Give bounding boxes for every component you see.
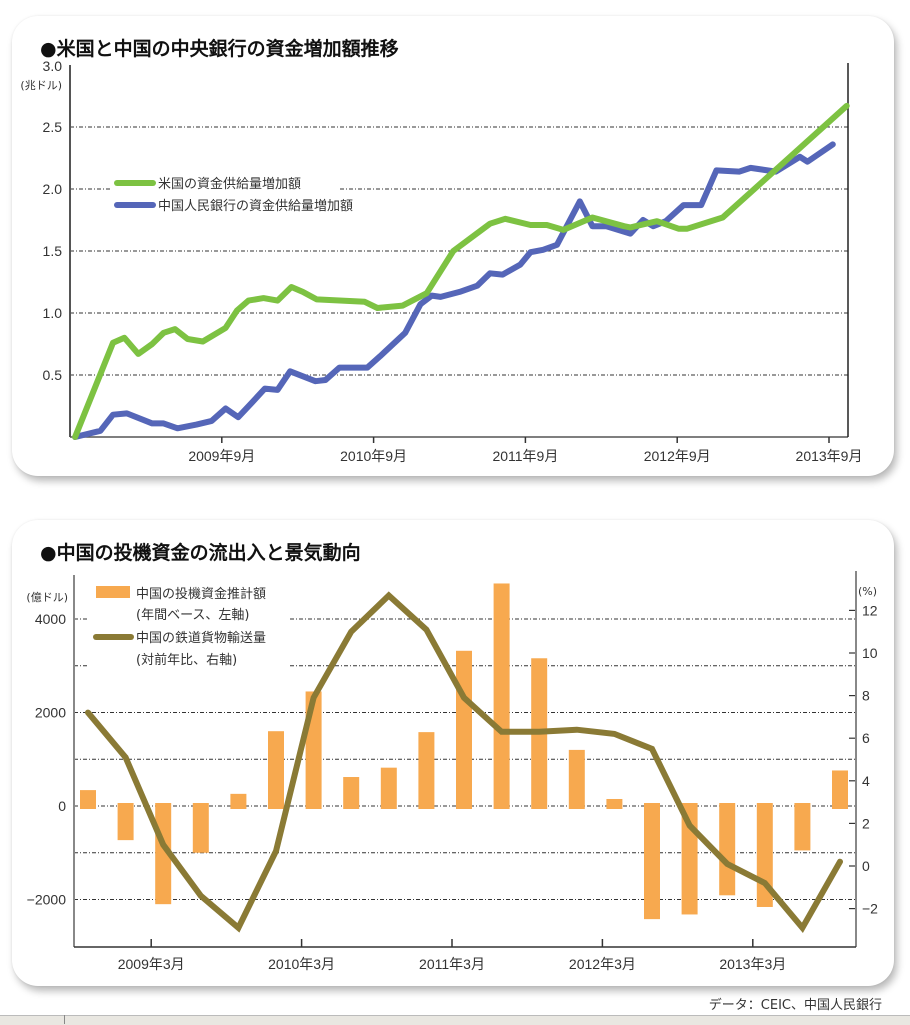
x-tick-label: 2012年9月 bbox=[644, 448, 711, 464]
bar bbox=[719, 803, 736, 896]
horizontal-scrollbar[interactable] bbox=[0, 1015, 910, 1025]
series-line-rail-freight bbox=[85, 591, 843, 934]
scrollbar-handle[interactable] bbox=[64, 1015, 75, 1024]
x-tick-label: 2013年3月 bbox=[719, 956, 786, 972]
legend-note-rail-freight: (対前年比、右軸) bbox=[136, 652, 237, 668]
y-tick-label: 2.0 bbox=[43, 181, 63, 197]
y-tick-label: 1.0 bbox=[43, 305, 63, 321]
chart-card-top bbox=[12, 16, 894, 476]
y-tick-label: 2.5 bbox=[43, 119, 63, 135]
bar bbox=[80, 790, 96, 809]
bar bbox=[268, 731, 284, 809]
legend-swatch-speculative-funds bbox=[96, 586, 130, 598]
x-tick-label: 2012年3月 bbox=[569, 956, 636, 972]
bar bbox=[606, 798, 623, 809]
x-tick-label: 2013年9月 bbox=[796, 448, 863, 464]
bar bbox=[568, 749, 585, 809]
chart-title-bottom: ●中国の投機資金の流出入と景気動向 bbox=[40, 542, 361, 564]
x-tick-label: 2011年9月 bbox=[492, 448, 558, 464]
y-tick-label: 1.5 bbox=[43, 243, 63, 259]
legend-label-china: 中国人民銀行の資金供給量増加額 bbox=[158, 198, 353, 214]
y-left-tick-label: −2000 bbox=[27, 892, 67, 908]
bar bbox=[794, 803, 811, 851]
bar bbox=[380, 767, 397, 809]
y-right-tick-label: 2 bbox=[862, 815, 870, 831]
bar bbox=[117, 803, 134, 841]
chart-title-top: ●米国と中国の中央銀行の資金増加額推移 bbox=[40, 38, 399, 60]
x-tick-label: 2009年9月 bbox=[188, 448, 255, 464]
x-tick-label: 2009年3月 bbox=[118, 956, 185, 972]
y-right-tick-label: 0 bbox=[862, 858, 870, 874]
bar bbox=[644, 803, 660, 920]
x-tick-label: 2010年3月 bbox=[268, 956, 335, 972]
legend-label-speculative-funds: 中国の投機資金推計額 bbox=[136, 586, 266, 602]
y-right-tick-label: 4 bbox=[862, 773, 870, 789]
x-tick-label: 2010年9月 bbox=[340, 448, 407, 464]
data-source-note: データ：CEIC、中国人民銀行 bbox=[708, 998, 882, 1013]
bar bbox=[418, 732, 435, 809]
y-right-tick-label: 6 bbox=[862, 730, 870, 746]
chart-bottom-svg: (億ドル) (%) −2000 0 2000 4000 −2 0 2 4 6 8 10 12 2009年… bbox=[26, 571, 878, 972]
y-unit-label: (兆ドル) bbox=[20, 79, 62, 92]
y-right-unit-label: (%) bbox=[858, 585, 877, 598]
y-left-tick-label: 2000 bbox=[35, 705, 66, 721]
y-tick-label: 0.5 bbox=[43, 367, 63, 383]
y-right-tick-label: −2 bbox=[862, 901, 878, 917]
series-line-us bbox=[72, 102, 850, 440]
chart-top-svg: 3.0 (兆ドル) 0.5 1.0 1.5 2.0 2.5 2009年9月 2010年9月 2… bbox=[20, 58, 863, 464]
legend-note-speculative-funds: (年間ベース、左軸) bbox=[136, 608, 250, 623]
y-top-label: 3.0 bbox=[43, 58, 63, 74]
bar bbox=[192, 803, 209, 853]
y-right-tick-label: 8 bbox=[862, 688, 870, 704]
series-line-china bbox=[72, 141, 836, 440]
y-left-tick-label: 4000 bbox=[35, 611, 66, 627]
chart-card-bottom bbox=[12, 520, 894, 986]
y-right-tick-label: 12 bbox=[862, 602, 878, 618]
legend-label-rail-freight: 中国の鉄道貨物輸送量 bbox=[136, 630, 266, 646]
y-left-unit-label: (億ドル) bbox=[26, 591, 68, 604]
bar bbox=[493, 583, 510, 809]
bar bbox=[456, 650, 472, 809]
legend-label-us: 米国の資金供給量増加額 bbox=[158, 176, 301, 192]
bar bbox=[230, 793, 247, 809]
y-left-tick-label: 0 bbox=[58, 798, 66, 814]
y-right-tick-label: 10 bbox=[862, 645, 878, 661]
bar bbox=[343, 777, 360, 809]
x-tick-label: 2011年3月 bbox=[419, 956, 485, 972]
bar bbox=[832, 770, 848, 809]
